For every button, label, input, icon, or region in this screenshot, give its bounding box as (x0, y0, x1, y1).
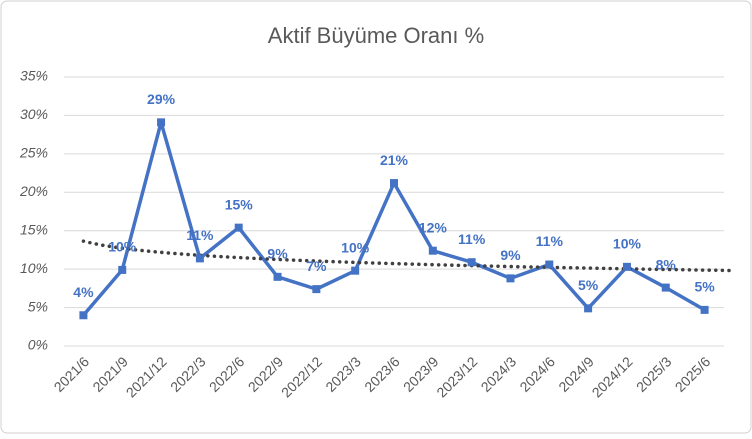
y-tick-label: 20% (19, 183, 48, 199)
y-tick-label: 10% (20, 260, 48, 276)
data-label: 11% (536, 233, 564, 249)
data-label: 9% (500, 247, 521, 263)
data-label: 10% (613, 236, 642, 252)
marker (273, 272, 282, 281)
data-label: 5% (694, 279, 715, 295)
marker (661, 283, 670, 292)
y-tick-label: 15% (20, 221, 48, 237)
chart-title: Aktif Büyüme Oranı % (268, 23, 484, 48)
marker (118, 265, 127, 274)
y-tick-label: 5% (28, 298, 48, 314)
marker (545, 260, 554, 269)
marker (622, 262, 631, 271)
data-label: 11% (458, 231, 486, 247)
data-label: 5% (578, 277, 599, 293)
marker (79, 311, 88, 320)
y-tick-label: 35% (20, 68, 48, 84)
data-label: 10% (341, 239, 370, 255)
marker (195, 254, 204, 263)
marker (428, 246, 437, 255)
y-tick-label: 30% (20, 106, 48, 122)
marker (584, 304, 593, 313)
marker (157, 118, 166, 127)
data-label: 4% (73, 284, 94, 300)
data-label: 7% (306, 258, 327, 274)
data-label: 29% (147, 91, 176, 107)
marker (234, 223, 243, 232)
y-tick-label: 0% (28, 337, 48, 353)
marker (312, 285, 321, 294)
marker (700, 305, 709, 314)
data-label: 12% (419, 219, 448, 235)
marker (390, 179, 398, 188)
data-label: 11% (186, 227, 214, 243)
marker (351, 266, 360, 275)
data-label: 9% (267, 246, 288, 262)
data-label: 15% (225, 196, 254, 212)
data-label: 10% (108, 239, 137, 255)
marker (506, 274, 515, 283)
marker (467, 258, 476, 267)
data-label: 21% (380, 152, 409, 168)
data-label: 8% (656, 256, 677, 272)
y-tick-label: 25% (19, 145, 48, 161)
